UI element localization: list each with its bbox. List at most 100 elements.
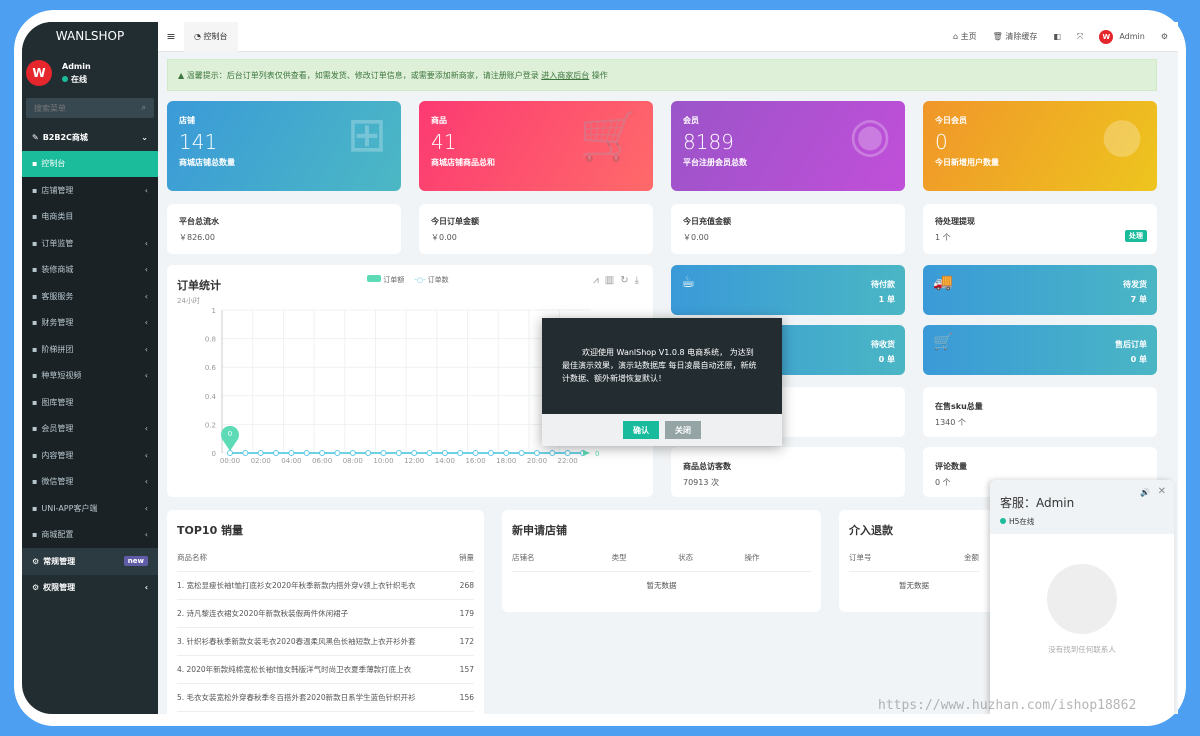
x-tick-label: 00:00 [220, 457, 240, 465]
chevron-left-icon: ‹ [144, 318, 148, 328]
order-chart: 0 0.2 0.4 0.6 0.8 1 00:00 02:00 04:00 06:00 08:00 1… [205, 307, 600, 465]
language-icon[interactable]: ◧ [1053, 32, 1061, 41]
order-status-card[interactable]: 🛒 售后订单 0 单 [923, 325, 1157, 375]
store-icon: ▪ [32, 185, 38, 195]
sidebar-item-5[interactable]: ▪ 客服服务 ‹ [22, 283, 158, 310]
menu-toggle-icon[interactable]: ≡ [166, 30, 176, 43]
process-button[interactable]: 处理 [1125, 230, 1147, 242]
video-icon: ▪ [32, 371, 38, 381]
user-panel: W Admin 在线 [22, 50, 158, 96]
data-point [227, 450, 233, 456]
bar-chart-icon[interactable]: ▥ [604, 275, 615, 286]
stat-card: 商品 41 商城店铺商品总和 🛒 [419, 101, 653, 191]
chevron-left-icon: ‹ [144, 371, 148, 381]
order-icon: ▪ [32, 238, 38, 248]
summary-card: 今日充值金额 ￥0.00 [671, 204, 905, 254]
data-point [380, 450, 387, 456]
modal-message: 欢迎使用 WanlShop V1.0.8 电商系统， 为达到最佳演示效果，演示站… [542, 318, 782, 414]
refresh-icon[interactable]: ↻ [620, 275, 629, 286]
data-point [472, 450, 479, 456]
clear-cache-button[interactable]: 🗑 清除缓存 [992, 32, 1038, 41]
sidebar-item-11[interactable]: ▪ 内容管理 ‹ [22, 442, 158, 469]
chevron-left-icon: ‹ [144, 291, 148, 301]
fullscreen-icon[interactable]: ⤧ [1076, 31, 1084, 41]
table-row[interactable]: 3. 针织衫春秋季新款女装毛衣2020春温柔风黑色长袖短款上衣开衫外套 172 [177, 627, 474, 656]
chevron-down-icon: ⌄ [141, 132, 148, 142]
user-circle-icon: ◉ [849, 107, 891, 163]
download-icon[interactable]: ⤓ [634, 275, 639, 286]
new-shops-panel: 新申请店铺 店铺名 类型 状态 操作 暂无数据 [502, 510, 821, 612]
table-row[interactable]: 2. 诗凡黎连衣裙女2020年新款秋装假两件休闲裙子 179 [177, 599, 474, 628]
member-icon: ▪ [32, 424, 38, 434]
stat-card: 今日会员 0 今日新增用户数量 ● [923, 101, 1157, 191]
table-row[interactable]: 4. 2020年新款纯棉宽松长袖t恤女韩版洋气时尚卫衣夏季薄款打底上衣 157 [177, 655, 474, 684]
sidebar-item-13[interactable]: ▪ UNI-APP客户端 ‹ [22, 495, 158, 522]
confirm-button[interactable]: 确认 [623, 421, 659, 439]
order-status-card[interactable]: ☕ 待付款 1 单 [671, 265, 905, 315]
tab-dashboard[interactable]: ◔ 控制台 [184, 22, 238, 52]
customer-service-panel: 客服：Admin H5在线 🔊 ✕ 没有找到任何联系人 [990, 480, 1174, 714]
legend-item[interactable]: -○- 订单数 [414, 276, 449, 284]
home-icon: ⌂ [953, 32, 959, 41]
online-dot [1000, 518, 1006, 524]
sidebar-item-12[interactable]: ▪ 微信管理 ‹ [22, 468, 158, 495]
data-point [426, 450, 433, 456]
user-name: Admin [62, 62, 91, 71]
sidebar-item-2[interactable]: ▪ 电商类目 [22, 203, 158, 230]
desktop-icon: ▪ [32, 265, 38, 275]
summary-card: 待处理提现 1 个处理 [923, 204, 1157, 254]
top10-panel: TOP10 销量 商品名称 销量 1. 宽松显瘦长袖t恤打底衫女2020年秋季新款内… [167, 510, 484, 714]
chart-title: 订单统计 [177, 279, 221, 292]
marker-pin [221, 425, 239, 451]
menu-search[interactable]: ⌕ [26, 98, 154, 118]
chart-legend: 订单额 -○- 订单数 [367, 275, 449, 285]
sidebar-item-6[interactable]: ▪ 财务管理 ‹ [22, 309, 158, 336]
new-badge: new [123, 556, 148, 567]
search-icon[interactable]: ⌕ [141, 103, 146, 112]
user-status: 在线 [71, 75, 87, 84]
data-point [288, 450, 295, 456]
truck-icon: 🚚 [933, 272, 953, 291]
avatar: W [26, 60, 52, 86]
sidebar-top-item-0[interactable]: ⚙ 常规管理 new [22, 548, 158, 575]
legend-item[interactable]: 订单额 [367, 275, 404, 285]
close-icon[interactable]: ✕ [1157, 486, 1166, 497]
marker-label: 0 [228, 430, 232, 438]
data-point [487, 450, 494, 456]
data-point [257, 450, 264, 456]
group-icon: ▪ [32, 344, 38, 354]
close-button[interactable]: 关闭 [665, 421, 701, 439]
user-menu[interactable]: W Admin [1099, 29, 1145, 44]
sidebar-item-4[interactable]: ▪ 装修商城 ‹ [22, 256, 158, 283]
sidebar-top-item-1[interactable]: ⚙ 权限管理 ‹ [32, 583, 148, 593]
x-tick-label: 02:00 [251, 457, 271, 465]
sidebar-item-10[interactable]: ▪ 会员管理 ‹ [22, 415, 158, 442]
users-icon: ⚙ [32, 583, 40, 593]
sidebar-group-b2b2c[interactable]: ✎ B2B2C商城 ⌄ [32, 132, 148, 142]
sidebar-item-7[interactable]: ▪ 阶梯拼团 ‹ [22, 336, 158, 363]
chat-title: 客服：Admin [1000, 496, 1075, 510]
merchant-link[interactable]: 进入商家后台 [541, 71, 590, 80]
settings-icon[interactable]: ⚙ [1160, 32, 1168, 41]
image-icon: ▪ [32, 397, 38, 407]
data-point [395, 450, 402, 456]
sidebar-item-3[interactable]: ▪ 订单监管 ‹ [22, 230, 158, 257]
sidebar-item-8[interactable]: ▪ 种草短视频 ‹ [22, 362, 158, 389]
home-link[interactable]: ⌂ 主页 [953, 32, 977, 41]
x-tick-label: 08:00 [343, 457, 363, 465]
table-row[interactable]: 5. 毛衣女装宽松外穿春秋季冬百搭外套2020新款日系学生蓝色针织开衫 156 [177, 683, 474, 712]
end-arrow [583, 450, 590, 456]
sidebar-item-9[interactable]: ▪ 图库管理 [22, 389, 158, 416]
trash-icon: 🗑 [992, 32, 1003, 41]
sidebar-item-0[interactable]: ▪ 控制台 [22, 150, 158, 177]
line-chart-icon[interactable]: ⩘ [593, 275, 599, 286]
sound-icon[interactable]: 🔊 [1140, 488, 1150, 497]
sidebar-item-14[interactable]: ▪ 商城配置 ‹ [22, 521, 158, 548]
x-tick-label: 22:00 [558, 457, 578, 465]
empty-state: 暂无数据 [899, 581, 929, 590]
table-row[interactable]: 1. 宽松显瘦长袖t恤打底衫女2020年秋季新款内搭外穿v领上衣针织毛衣 268 [177, 571, 474, 600]
order-status-card[interactable]: 🚚 待发货 7 单 [923, 265, 1157, 315]
sidebar-item-1[interactable]: ▪ 店铺管理 ‹ [22, 177, 158, 204]
menu-search-input[interactable] [34, 103, 124, 113]
chat-empty-text: 没有找到任何联系人 [1048, 645, 1116, 654]
